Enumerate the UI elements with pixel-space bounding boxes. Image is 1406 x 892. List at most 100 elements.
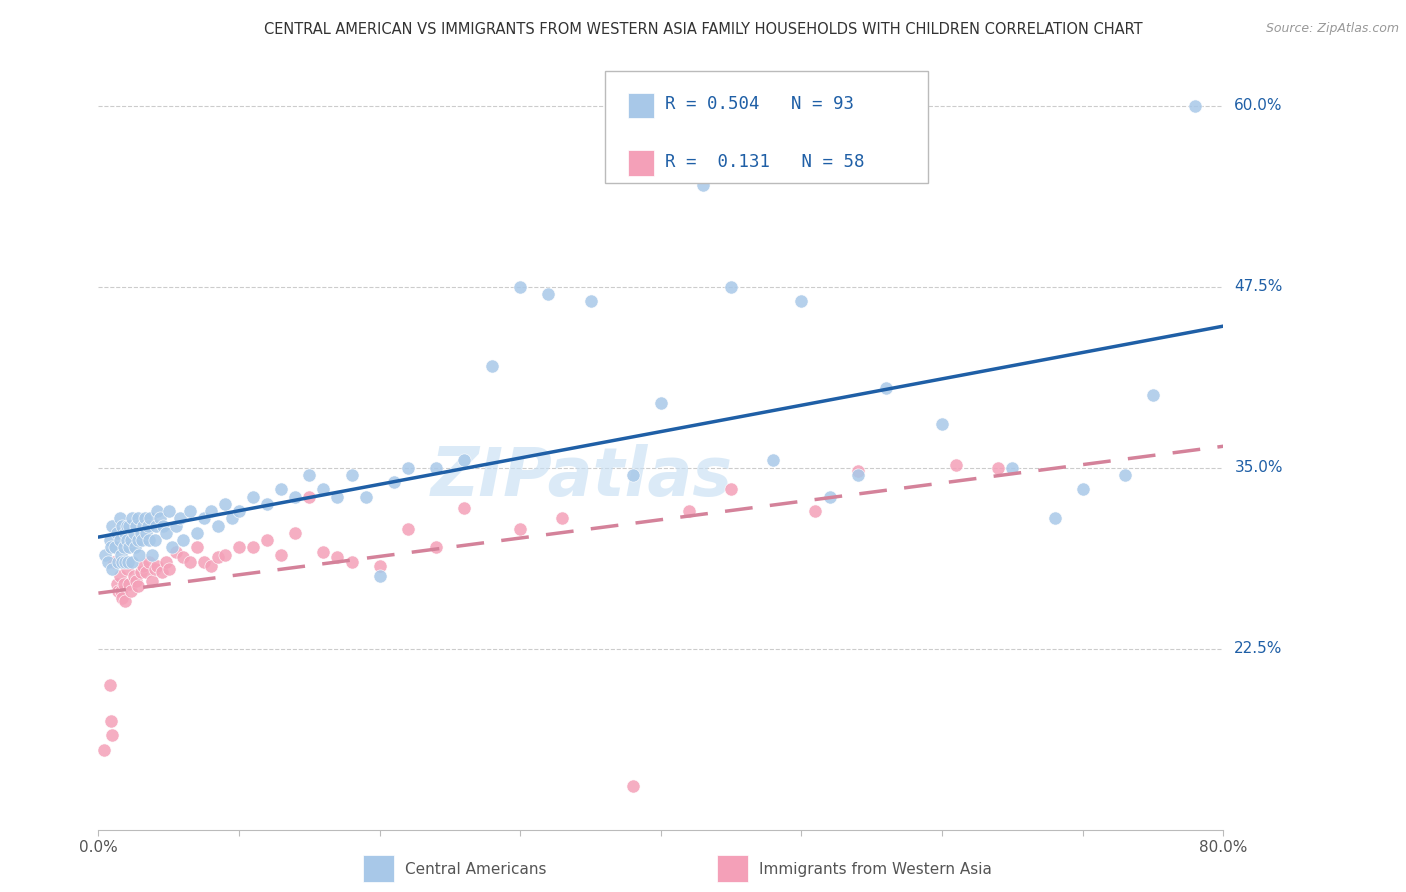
Point — [122, 569, 145, 583]
Point — [157, 504, 180, 518]
Text: R = 0.504   N = 93: R = 0.504 N = 93 — [665, 95, 853, 113]
Point — [172, 533, 194, 547]
Point — [326, 490, 349, 504]
Point — [114, 555, 136, 569]
Point — [155, 525, 177, 540]
Text: 47.5%: 47.5% — [1234, 279, 1282, 294]
Point — [326, 550, 349, 565]
Point — [425, 541, 447, 555]
Point — [114, 525, 136, 540]
Point — [100, 714, 122, 728]
Point — [720, 280, 742, 294]
Point — [945, 458, 967, 472]
Point — [112, 541, 135, 555]
Point — [165, 518, 187, 533]
Point — [804, 504, 827, 518]
Point — [94, 548, 117, 562]
Point — [368, 559, 391, 574]
Point — [136, 518, 159, 533]
Point — [987, 460, 1010, 475]
Point — [134, 511, 156, 525]
Point — [368, 569, 391, 583]
Point — [139, 511, 162, 525]
Point — [108, 569, 131, 583]
Point — [146, 559, 169, 574]
Point — [145, 518, 167, 533]
Point — [425, 460, 447, 475]
Point — [179, 555, 201, 569]
Point — [186, 541, 208, 555]
Point — [200, 504, 222, 518]
Point — [120, 533, 142, 547]
Point — [692, 178, 714, 193]
Point — [108, 533, 131, 547]
Point — [551, 511, 574, 525]
Point — [101, 562, 124, 576]
Point — [152, 518, 174, 533]
Point — [121, 555, 143, 569]
Point — [846, 464, 869, 478]
Point — [650, 395, 672, 409]
Point — [108, 511, 131, 525]
Point — [186, 525, 208, 540]
Point — [131, 533, 153, 547]
Point — [107, 555, 129, 569]
Point — [270, 548, 292, 562]
Point — [104, 541, 127, 555]
Text: R =  0.131   N = 58: R = 0.131 N = 58 — [665, 153, 865, 171]
Point — [132, 518, 155, 533]
Text: 35.0%: 35.0% — [1234, 460, 1282, 475]
Point — [312, 544, 335, 558]
Point — [97, 555, 120, 569]
Point — [146, 504, 169, 518]
Point — [155, 555, 177, 569]
Point — [298, 490, 321, 504]
Point — [621, 467, 644, 482]
Point — [127, 579, 149, 593]
Point — [115, 533, 138, 547]
Point — [101, 518, 124, 533]
Point — [207, 518, 229, 533]
Point — [537, 287, 560, 301]
Point — [115, 562, 138, 576]
Point — [1114, 467, 1136, 482]
Point — [128, 548, 150, 562]
Point — [100, 541, 122, 555]
Point — [312, 483, 335, 497]
Point — [105, 576, 128, 591]
Point — [200, 559, 222, 574]
Point — [193, 511, 215, 525]
Point — [101, 729, 124, 743]
Point — [270, 483, 292, 497]
Point — [242, 490, 264, 504]
Text: CENTRAL AMERICAN VS IMMIGRANTS FROM WESTERN ASIA FAMILY HOUSEHOLDS WITH CHILDREN: CENTRAL AMERICAN VS IMMIGRANTS FROM WEST… — [264, 22, 1142, 37]
Text: Immigrants from Western Asia: Immigrants from Western Asia — [759, 863, 993, 877]
Point — [790, 294, 813, 309]
Point — [127, 511, 149, 525]
Point — [98, 533, 121, 547]
Point — [129, 565, 152, 579]
Point — [298, 467, 321, 482]
Point — [132, 559, 155, 574]
Point — [141, 548, 163, 562]
Point — [135, 525, 157, 540]
Point — [121, 511, 143, 525]
Point — [221, 511, 243, 525]
Point — [678, 504, 700, 518]
Point — [98, 678, 121, 692]
Point — [160, 541, 183, 555]
Point — [284, 525, 307, 540]
Point — [141, 574, 163, 588]
Point — [118, 518, 141, 533]
Point — [621, 779, 644, 793]
Text: Central Americans: Central Americans — [405, 863, 547, 877]
Point — [103, 555, 125, 569]
Point — [396, 521, 419, 535]
Point — [157, 562, 180, 576]
Point — [396, 460, 419, 475]
Point — [118, 576, 141, 591]
Point — [135, 565, 157, 579]
Point — [207, 550, 229, 565]
Point — [110, 548, 132, 562]
Point — [129, 525, 152, 540]
